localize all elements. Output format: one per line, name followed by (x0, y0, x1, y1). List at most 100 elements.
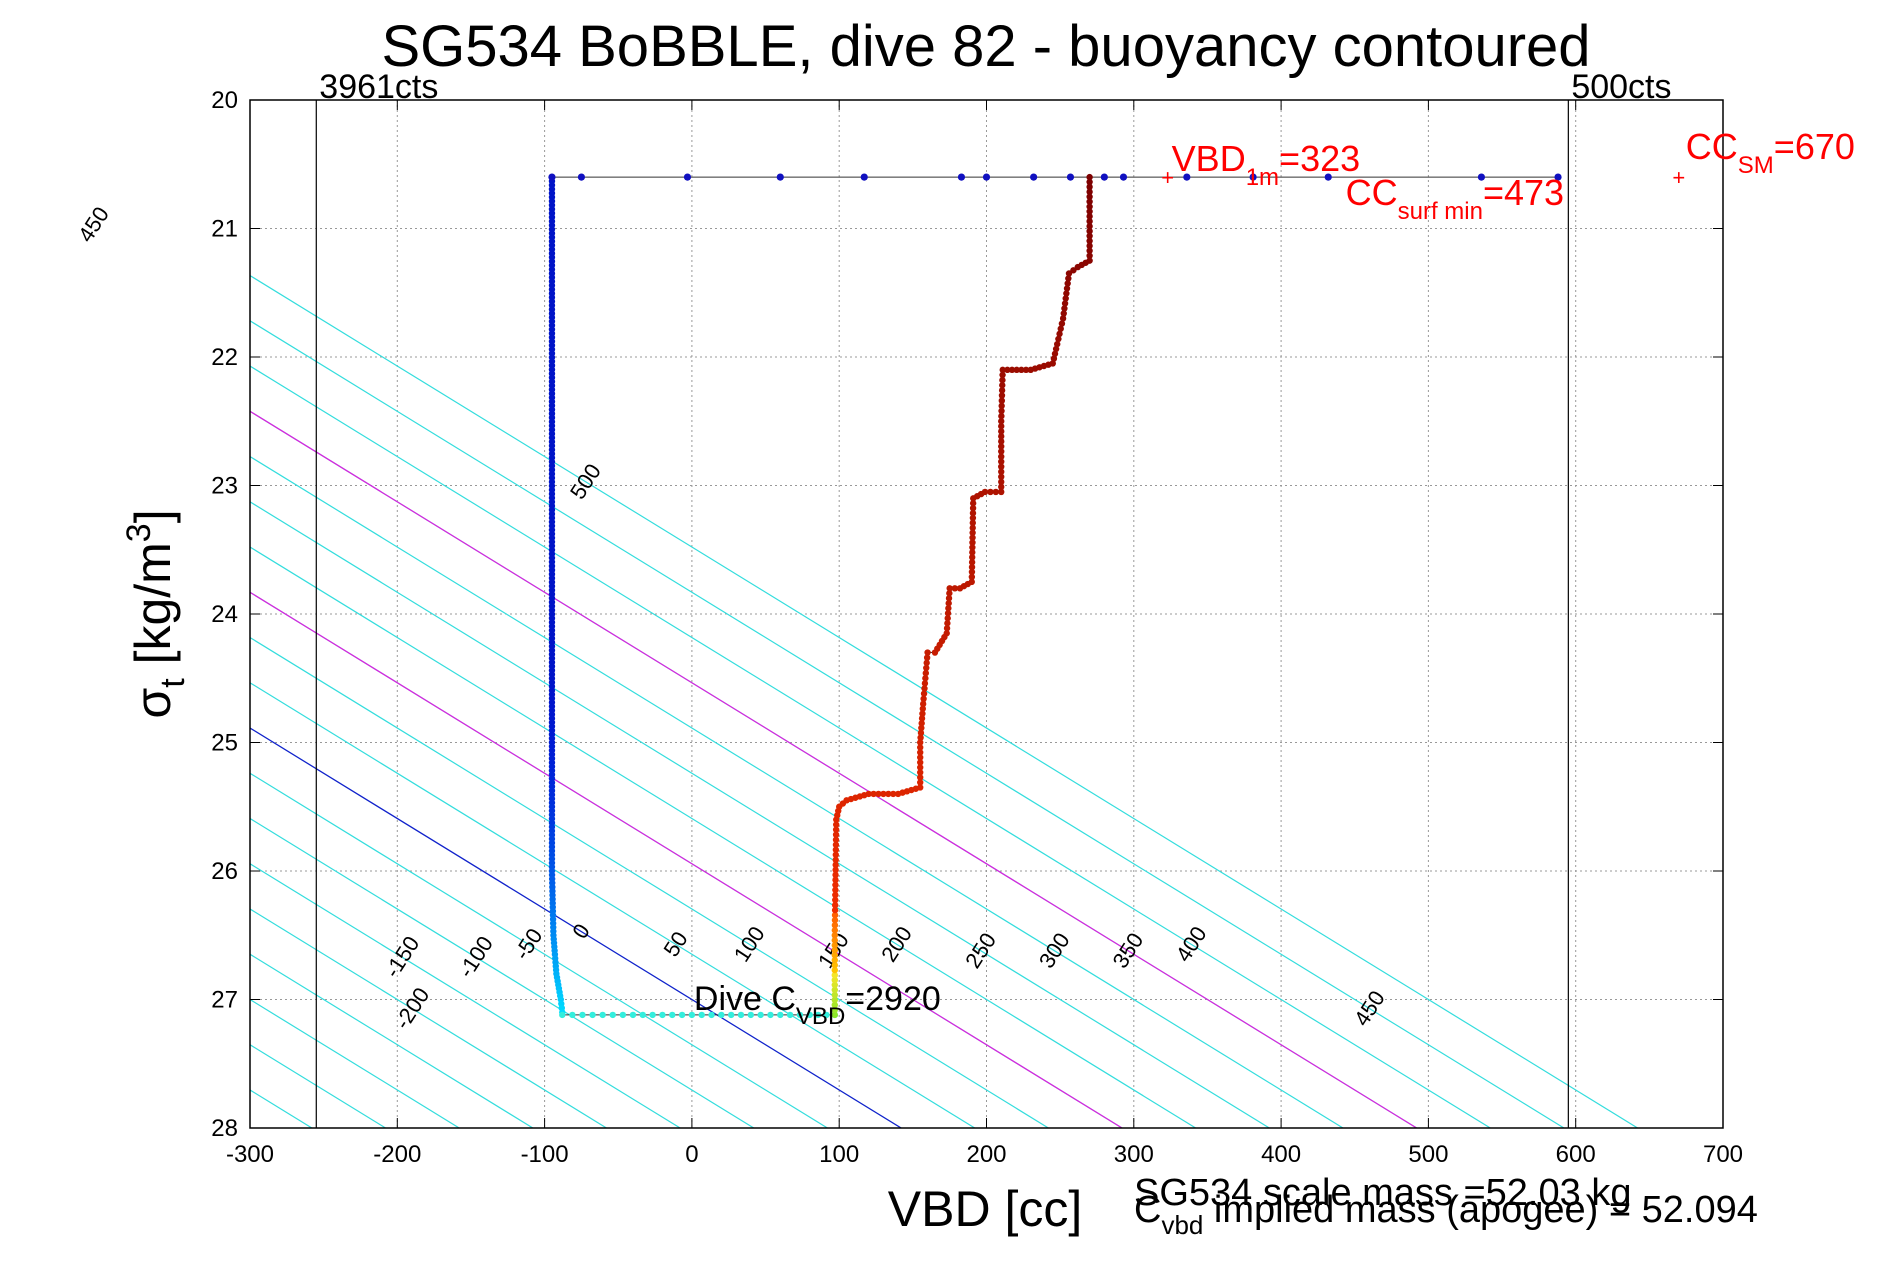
ascent-point (969, 504, 977, 512)
footer-scale-mass: SG534 scale mass =52.03 kg (1134, 1172, 1631, 1214)
ascent-point (1057, 325, 1064, 332)
ascent-point (832, 881, 839, 889)
bottom-point (569, 1011, 576, 1019)
surface-point (577, 173, 586, 181)
surface-point (860, 173, 868, 181)
ascent-point (831, 937, 838, 944)
annotation-divecvbd: Dive CVBD=2920 (694, 980, 941, 1030)
annotation-ccsurfmin-value: =473 (1483, 172, 1564, 213)
ascent-point (917, 739, 924, 746)
ascent-point (917, 784, 924, 791)
ascent-point (968, 563, 976, 571)
contour-line (250, 636, 1050, 1128)
ascent-point (917, 754, 924, 761)
contour-line (250, 817, 755, 1128)
bottom-point (609, 1011, 616, 1019)
ascent-point (1086, 183, 1093, 191)
ascent-point (880, 790, 887, 798)
bottom-point (708, 1011, 715, 1019)
ascent-point (998, 458, 1005, 465)
ascent-point (832, 836, 840, 843)
ascent-point (875, 790, 882, 798)
surface-point (1100, 173, 1108, 181)
ascent-point (1070, 267, 1077, 274)
ascent-point (998, 412, 1005, 420)
ascent-point (1065, 275, 1072, 282)
ascent-point (1056, 330, 1063, 338)
ascent-point (865, 790, 872, 798)
ascent-point (998, 453, 1005, 460)
bottom-point (688, 1011, 696, 1019)
dive-profile (548, 173, 1562, 1019)
ascent-point (969, 514, 977, 522)
surface-point (683, 173, 692, 181)
ascent-point (832, 896, 839, 904)
x-tick-label: 100 (819, 1141, 859, 1168)
x-tick-label: 500 (1408, 1141, 1448, 1168)
ascent-point (831, 932, 838, 939)
ascent-point (998, 448, 1005, 455)
bottom-point (599, 1011, 606, 1019)
surface-point (982, 173, 991, 181)
y-tick-label: 27 (211, 987, 238, 1014)
ascent-point (832, 851, 840, 858)
contour-line (250, 546, 1197, 1128)
x-tick-label: 300 (1114, 1141, 1154, 1168)
ascent-point (831, 906, 839, 914)
ascent-point (917, 779, 924, 786)
ascent-point (917, 759, 924, 766)
contour-line (250, 320, 1566, 1128)
contour-line (250, 501, 1271, 1128)
ascent-point (944, 620, 951, 627)
bottom-point (649, 1011, 656, 1019)
ascent-point (832, 891, 839, 899)
annotation-vbd1m: VBD1m=323 (1172, 138, 1360, 191)
ascent-point (969, 544, 976, 551)
ascent-point (945, 600, 952, 607)
ascent-point (920, 690, 928, 697)
ascent-point (992, 488, 1000, 496)
y-tick-label: 22 (211, 344, 238, 371)
ascent-point (917, 774, 924, 781)
ascent-point (1086, 257, 1093, 264)
contour-line (250, 274, 1639, 1128)
ascent-point (1054, 340, 1061, 348)
annotation-ccsm-label: CC (1686, 126, 1738, 167)
bottom-point (579, 1011, 586, 1019)
surface-point (776, 173, 784, 181)
ascent-point (1018, 366, 1025, 374)
ascent-point (1051, 350, 1059, 357)
ascent-point (969, 500, 977, 507)
bottom-point (786, 1011, 794, 1019)
surface-point (1554, 173, 1562, 181)
x-tick-label: -100 (521, 1141, 569, 1168)
ascent-point (969, 539, 976, 546)
contour-line (250, 908, 608, 1128)
ascent-point (832, 876, 839, 884)
reference-line (250, 410, 1418, 1128)
surface-point (1030, 173, 1038, 181)
annotation-marker: + (1672, 165, 1685, 190)
bottom-point (718, 1011, 725, 1019)
contour-line (250, 455, 1345, 1128)
ascent-point (944, 615, 951, 622)
ascent-point (922, 669, 930, 677)
y-axis-label-sup: 3 (120, 523, 158, 542)
ascent-point (969, 529, 976, 536)
ascent-point (831, 1001, 838, 1009)
ascent-point (831, 1011, 838, 1019)
ascent-point (917, 769, 924, 776)
ascent-point (1086, 203, 1093, 210)
ascent-point (831, 951, 838, 959)
ascent-point (998, 433, 1005, 440)
chart-title: SG534 BoBBLE, dive 82 - buoyancy contour… (381, 14, 1590, 79)
ascent-point (1049, 360, 1056, 367)
ascent-point (1086, 213, 1093, 220)
x-tick-label: 600 (1556, 1141, 1596, 1168)
ascent-point (969, 549, 976, 556)
ascent-point (998, 402, 1005, 410)
bottom-point (814, 1011, 822, 1019)
ascent-point (832, 841, 840, 848)
ascent-point (1086, 178, 1093, 186)
ascent-point (1060, 310, 1067, 317)
